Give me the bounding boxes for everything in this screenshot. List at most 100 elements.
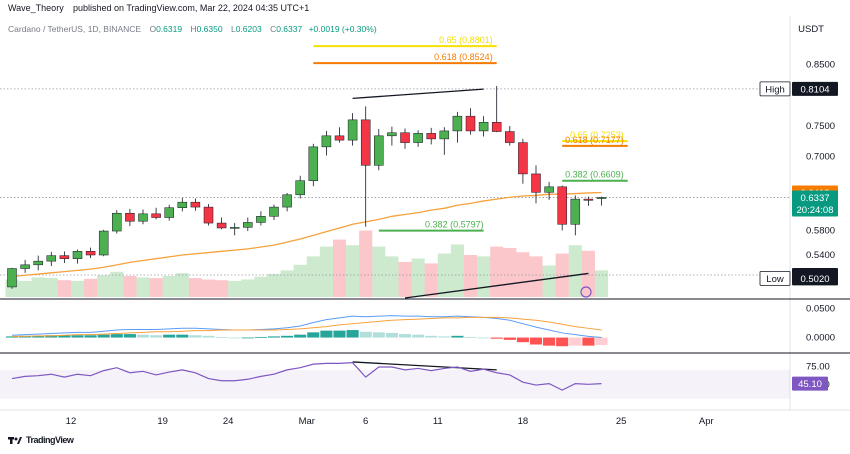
macd-histogram-bar [595, 337, 608, 346]
volume-bar [228, 280, 242, 297]
macd-histogram-bar [569, 337, 582, 346]
macd-histogram-bar [477, 337, 490, 339]
price-tick-label: 0.5400 [806, 250, 835, 261]
candle-body [557, 186, 567, 225]
volume-bar [293, 264, 307, 297]
macd-histogram-bar [425, 335, 438, 338]
candle-body [531, 173, 541, 193]
candle-body [190, 201, 201, 208]
brand-name[interactable]: TradingView [26, 435, 74, 445]
candle-body [138, 213, 148, 222]
macd-histogram-bar [516, 337, 529, 343]
candle-body [7, 268, 17, 288]
macd-histogram-bar [398, 334, 412, 338]
candle-body [478, 122, 489, 132]
candle-body [177, 201, 188, 208]
volume-bar [254, 276, 268, 297]
macd-histogram-bar [5, 336, 19, 338]
price-tick-label: 0.5800 [806, 225, 835, 236]
symbol-title[interactable]: Cardano / TetherUS, 1D, BINANCE [8, 24, 142, 34]
price-tick-label: 0.7000 [806, 152, 835, 163]
footer-brand: TradingView [8, 435, 74, 445]
publish-info: published on TradingView.com, Mar 22, 20… [73, 3, 310, 13]
candle-body [59, 255, 70, 259]
macd-histogram-bar [281, 335, 294, 338]
macd-tick-label: 0.0000 [806, 333, 835, 344]
candle-body [400, 132, 410, 143]
candle-body [112, 212, 122, 232]
candle-body [570, 198, 581, 225]
volume-bar [372, 246, 386, 297]
volume-bar [84, 278, 98, 297]
price-label-box [792, 190, 838, 217]
currency-label[interactable]: USDT [798, 24, 824, 35]
low-label: L [230, 24, 236, 34]
macd-histogram-bar [176, 334, 189, 338]
volume-bar [529, 256, 543, 297]
price-label-prefix: Low [766, 274, 784, 285]
macd-histogram-bar [582, 337, 595, 346]
candle-body [360, 119, 371, 166]
open-value: 0.6319 [156, 24, 183, 34]
volume-bar [97, 275, 111, 297]
symbol-legend: Cardano / TetherUS, 1D, BINANCE O0.6319 … [8, 24, 377, 34]
time-tick-label: 19 [157, 416, 168, 427]
low-value: 0.6203 [235, 24, 262, 34]
candle-body [46, 255, 57, 262]
candle-body [583, 198, 594, 201]
rsi-line [11, 362, 602, 391]
macd-histogram-bar [32, 335, 45, 338]
volume-bar [477, 256, 491, 297]
volume-bar [241, 279, 255, 297]
macd-histogram-bar [307, 332, 320, 338]
candle-body [334, 135, 345, 141]
macd-histogram-bar [97, 334, 110, 338]
macd-histogram-bar [150, 335, 163, 338]
candle-body [518, 142, 528, 175]
volume-bar [437, 253, 451, 297]
trendline [352, 88, 484, 100]
tradingview-logo-icon [8, 436, 22, 444]
volume-bar [516, 252, 530, 297]
macd-histogram-bar [320, 330, 333, 338]
candle-body [269, 206, 279, 217]
candle-body [164, 207, 174, 218]
trendline [404, 272, 589, 299]
macd-histogram-bar [136, 334, 150, 338]
volume-bar [359, 230, 373, 297]
volume-bar [123, 276, 137, 297]
rsi-value-label: 45.10 [798, 379, 822, 390]
candle-body [452, 115, 463, 132]
macd-histogram-bar [451, 335, 464, 338]
price-label-prefix: High [765, 84, 785, 95]
time-tick-label: 24 [223, 416, 234, 427]
macd-histogram-bar [490, 337, 503, 339]
volume-bar [110, 271, 124, 297]
volume-bar [70, 280, 85, 297]
candle-body [544, 186, 554, 193]
rsi-value-box [792, 376, 828, 391]
macd-histogram-bar [438, 336, 451, 338]
high-value: 0.6350 [196, 24, 223, 34]
volume-bar [319, 246, 333, 297]
candle-body [72, 251, 83, 259]
volume-bar [280, 270, 294, 297]
time-tick-label: 6 [363, 416, 368, 427]
macd-histogram-bar [45, 335, 58, 338]
price-tick-label: 0.8500 [806, 60, 835, 71]
volume-bar [398, 262, 412, 297]
volume-bar [332, 239, 347, 297]
macd-histogram-bar [84, 335, 97, 338]
macd-histogram-bar [346, 330, 359, 338]
price-label-value: 0.5020 [800, 274, 829, 285]
candle-body [347, 119, 358, 141]
volume-bar [555, 253, 569, 297]
macd-histogram-bar [529, 337, 543, 345]
candle-body [439, 130, 450, 140]
price-label-value: 0.8104 [800, 84, 829, 95]
macd-histogram-bar [385, 332, 398, 338]
author-name[interactable]: Wave_Theory [8, 3, 64, 13]
macd-histogram-bar [215, 336, 228, 338]
fib-level-label: 0.618 (0.7177) [565, 135, 624, 145]
